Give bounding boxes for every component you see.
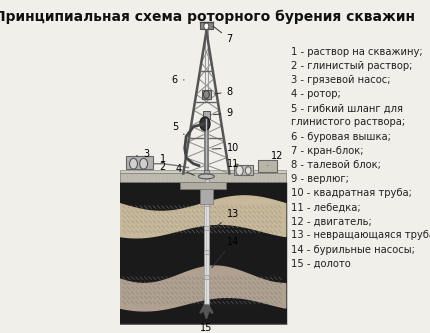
Text: 11: 11 xyxy=(227,159,239,169)
Bar xyxy=(120,324,286,325)
Text: 9: 9 xyxy=(213,108,233,118)
Bar xyxy=(203,169,209,173)
Bar xyxy=(203,111,210,119)
Bar xyxy=(203,275,209,279)
Text: 12 - двигатель;: 12 - двигатель; xyxy=(291,216,372,226)
Polygon shape xyxy=(120,196,286,238)
Bar xyxy=(258,160,277,171)
Text: 15 - долото: 15 - долото xyxy=(291,259,350,269)
Text: Принципиальная схема роторного бурения скважин: Принципиальная схема роторного бурения с… xyxy=(0,10,415,24)
Text: 11 - лебедка;: 11 - лебедка; xyxy=(291,202,360,212)
Bar xyxy=(203,202,209,206)
Circle shape xyxy=(203,91,209,99)
Text: 8 - талевой блок;: 8 - талевой блок; xyxy=(291,160,381,170)
Bar xyxy=(204,182,209,305)
Text: 6: 6 xyxy=(172,75,184,85)
Text: 4: 4 xyxy=(175,164,194,175)
Text: 15: 15 xyxy=(200,323,212,333)
Circle shape xyxy=(204,23,209,30)
Text: 1: 1 xyxy=(160,154,166,164)
Polygon shape xyxy=(120,266,286,311)
Text: 13 - невращающаяся труба;: 13 - невращающаяся труба; xyxy=(291,230,430,240)
Bar xyxy=(202,90,211,100)
Circle shape xyxy=(246,166,251,174)
Bar xyxy=(203,250,209,254)
Bar xyxy=(120,173,286,182)
Text: 9 - верлюг;: 9 - верлюг; xyxy=(291,174,349,184)
Text: 12: 12 xyxy=(268,151,284,166)
Bar xyxy=(126,156,153,168)
Bar xyxy=(205,179,209,182)
Text: 3: 3 xyxy=(136,149,149,159)
Ellipse shape xyxy=(199,174,214,179)
Text: 13: 13 xyxy=(212,209,239,229)
Text: 7: 7 xyxy=(213,26,233,44)
Text: 4 - ротор;: 4 - ротор; xyxy=(291,89,341,99)
Text: 8: 8 xyxy=(214,87,233,97)
Text: 2 - глинистый раствор;: 2 - глинистый раствор; xyxy=(291,61,412,71)
Circle shape xyxy=(200,117,210,131)
Text: 2: 2 xyxy=(160,162,166,171)
Bar xyxy=(203,226,209,230)
Bar xyxy=(180,182,226,189)
Circle shape xyxy=(140,159,147,169)
Text: 10 - квадратная труба;: 10 - квадратная труба; xyxy=(291,188,412,198)
Text: 3 - грязевой насос;: 3 - грязевой насос; xyxy=(291,75,390,85)
Polygon shape xyxy=(200,305,213,319)
Bar xyxy=(120,182,286,325)
Bar xyxy=(200,189,213,204)
Text: 6 - буровая вышка;: 6 - буровая вышка; xyxy=(291,132,391,142)
Circle shape xyxy=(236,166,243,175)
Text: 14: 14 xyxy=(212,237,239,268)
Bar xyxy=(200,22,213,29)
Text: 1 - раствор на скважину;: 1 - раствор на скважину; xyxy=(291,47,422,57)
Text: 5: 5 xyxy=(172,122,184,135)
Text: 5 - гибкий шланг для: 5 - гибкий шланг для xyxy=(291,103,403,113)
Text: 7 - кран-блок;: 7 - кран-блок; xyxy=(291,146,363,156)
Text: 14 - бурильные насосы;: 14 - бурильные насосы; xyxy=(291,245,415,255)
Circle shape xyxy=(129,159,138,169)
Text: глинистого раствора;: глинистого раствора; xyxy=(291,118,405,128)
Bar xyxy=(120,169,286,173)
Bar xyxy=(234,165,252,175)
Text: 10: 10 xyxy=(212,143,239,153)
